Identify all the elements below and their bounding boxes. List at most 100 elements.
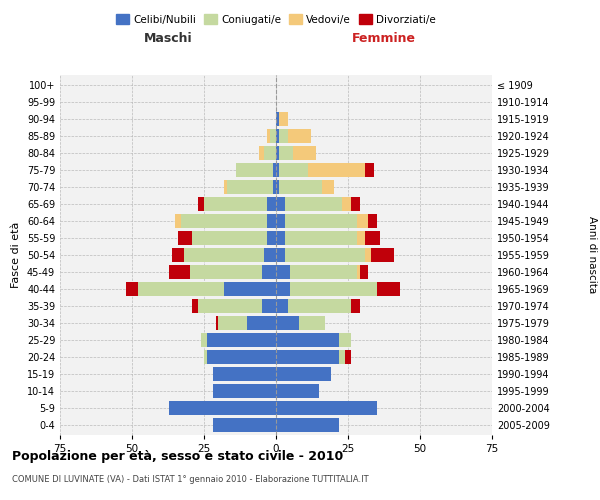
- Bar: [262, 265, 276, 279]
- Bar: [276, 214, 284, 228]
- Text: Maschi: Maschi: [143, 32, 193, 45]
- Bar: [279, 180, 322, 194]
- Bar: [284, 231, 356, 245]
- Text: Femmine: Femmine: [352, 32, 416, 45]
- Bar: [276, 316, 299, 330]
- Bar: [276, 248, 284, 262]
- Bar: [204, 350, 207, 364]
- Bar: [265, 146, 276, 160]
- Bar: [293, 146, 316, 160]
- Bar: [207, 333, 276, 347]
- Bar: [276, 197, 284, 211]
- Bar: [290, 282, 377, 296]
- Bar: [126, 282, 138, 296]
- Bar: [198, 197, 204, 211]
- Bar: [259, 146, 265, 160]
- Bar: [356, 265, 359, 279]
- Bar: [284, 214, 356, 228]
- Text: COMUNE DI LUVINATE (VA) - Dati ISTAT 1° gennaio 2010 - Elaborazione TUTTITALIA.I: COMUNE DI LUVINATE (VA) - Dati ISTAT 1° …: [12, 475, 368, 484]
- Bar: [215, 316, 218, 330]
- Bar: [273, 163, 276, 177]
- Bar: [290, 265, 356, 279]
- Legend: Celibi/Nubili, Coniugati/e, Vedovi/e, Divorziati/e: Celibi/Nubili, Coniugati/e, Vedovi/e, Di…: [112, 10, 440, 29]
- Bar: [371, 248, 394, 262]
- Bar: [184, 248, 265, 262]
- Bar: [169, 401, 276, 415]
- Bar: [265, 248, 276, 262]
- Bar: [268, 197, 276, 211]
- Bar: [276, 299, 287, 313]
- Bar: [322, 180, 334, 194]
- Bar: [212, 384, 276, 398]
- Bar: [273, 180, 276, 194]
- Bar: [178, 231, 193, 245]
- Bar: [377, 282, 400, 296]
- Bar: [340, 350, 345, 364]
- Bar: [365, 248, 371, 262]
- Bar: [276, 282, 290, 296]
- Bar: [342, 197, 351, 211]
- Bar: [276, 180, 279, 194]
- Bar: [224, 180, 227, 194]
- Bar: [276, 146, 279, 160]
- Bar: [276, 350, 340, 364]
- Bar: [287, 129, 311, 143]
- Bar: [276, 231, 284, 245]
- Bar: [198, 299, 262, 313]
- Bar: [284, 248, 365, 262]
- Bar: [276, 129, 279, 143]
- Bar: [345, 350, 351, 364]
- Bar: [175, 214, 181, 228]
- Bar: [201, 333, 207, 347]
- Bar: [268, 231, 276, 245]
- Bar: [268, 129, 270, 143]
- Bar: [365, 231, 380, 245]
- Bar: [247, 316, 276, 330]
- Bar: [276, 333, 340, 347]
- Bar: [236, 163, 273, 177]
- Bar: [212, 418, 276, 432]
- Bar: [224, 282, 276, 296]
- Bar: [172, 248, 184, 262]
- Y-axis label: Fasce di età: Fasce di età: [11, 222, 21, 288]
- Bar: [279, 129, 287, 143]
- Text: Anni di nascita: Anni di nascita: [587, 216, 597, 294]
- Bar: [284, 197, 342, 211]
- Bar: [276, 112, 279, 126]
- Bar: [356, 231, 365, 245]
- Bar: [193, 231, 268, 245]
- Bar: [299, 316, 325, 330]
- Bar: [351, 299, 359, 313]
- Bar: [365, 163, 374, 177]
- Bar: [279, 163, 308, 177]
- Bar: [351, 197, 359, 211]
- Bar: [212, 367, 276, 381]
- Bar: [359, 265, 368, 279]
- Bar: [279, 112, 287, 126]
- Bar: [287, 299, 351, 313]
- Bar: [270, 129, 276, 143]
- Bar: [268, 214, 276, 228]
- Bar: [218, 316, 247, 330]
- Bar: [181, 214, 268, 228]
- Bar: [276, 401, 377, 415]
- Bar: [368, 214, 377, 228]
- Bar: [227, 180, 273, 194]
- Text: Popolazione per età, sesso e stato civile - 2010: Popolazione per età, sesso e stato civil…: [12, 450, 343, 463]
- Bar: [276, 163, 279, 177]
- Bar: [204, 197, 268, 211]
- Bar: [276, 384, 319, 398]
- Bar: [276, 418, 340, 432]
- Bar: [308, 163, 365, 177]
- Bar: [193, 299, 198, 313]
- Bar: [276, 367, 331, 381]
- Bar: [262, 299, 276, 313]
- Bar: [207, 350, 276, 364]
- Bar: [279, 146, 293, 160]
- Bar: [190, 265, 262, 279]
- Bar: [340, 333, 351, 347]
- Bar: [276, 265, 290, 279]
- Bar: [356, 214, 368, 228]
- Bar: [138, 282, 224, 296]
- Bar: [169, 265, 190, 279]
